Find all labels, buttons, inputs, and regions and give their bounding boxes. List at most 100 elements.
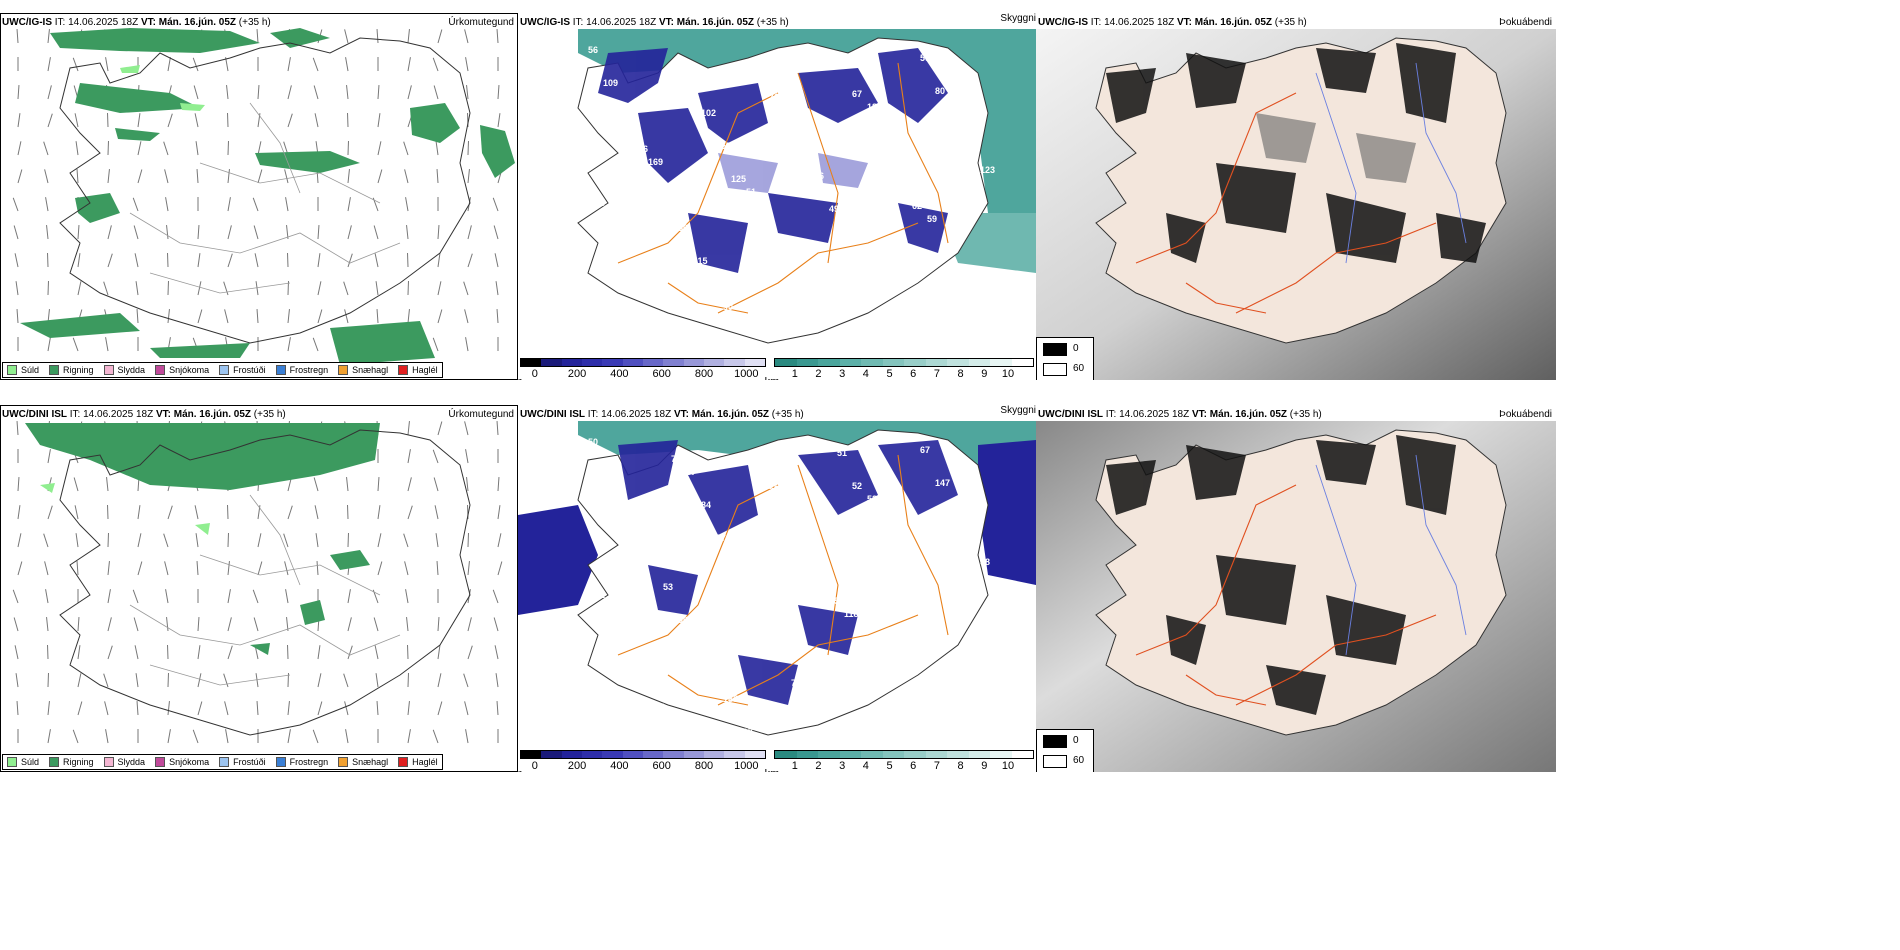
wind-barb: [77, 253, 81, 268]
colorbar-cell: [1011, 751, 1033, 758]
rain-areas: [20, 28, 515, 365]
colorbar-cell: [775, 359, 797, 366]
wind-barb: [44, 169, 49, 184]
wind-barb: [377, 113, 381, 128]
wind-barb: [345, 57, 349, 72]
wind-barb: [437, 673, 442, 688]
wind-barb: [47, 701, 50, 716]
panel-title-fog-bottom: Þokuábendi: [1499, 409, 1552, 420]
colorbar-unit: m: [518, 376, 523, 380]
colorbar-tick-label: 400: [610, 368, 629, 380]
colorbar-tick-label: 1000: [734, 760, 759, 772]
wind-barb: [432, 449, 439, 464]
legend-swatch: [49, 757, 60, 767]
wind-barb: [343, 673, 349, 688]
wind-barb: [463, 281, 469, 296]
wind-barb: [253, 617, 259, 632]
legend-swatch: [103, 365, 114, 375]
wind-barb: [105, 729, 109, 744]
wind-barb: [106, 477, 109, 492]
wind-barb: [256, 28, 259, 44]
wind-barb: [105, 57, 109, 72]
wind-barb: [492, 197, 499, 212]
colorbar-cell: [1011, 359, 1033, 366]
wind-barb: [227, 225, 232, 240]
wind-barb: [47, 29, 50, 44]
header-top-precip: UWC/IG-IS IT: 14.06.2025 18Z VT: Mán. 16…: [2, 17, 271, 28]
colorbar-cell: [663, 751, 684, 758]
wind-barb: [75, 533, 79, 548]
panel-title-cloud-top: Skyggni: [1000, 13, 1036, 24]
wind-barb: [167, 113, 173, 128]
wind-barb: [375, 673, 379, 688]
wind-barb: [43, 533, 49, 548]
cloud-base-value: 112: [633, 536, 648, 546]
wind-barb: [407, 29, 410, 44]
cloud-base-value: 67: [852, 89, 862, 99]
cloud-base-value: 129: [618, 111, 633, 121]
cloud-base-value: 62: [912, 201, 922, 211]
wind-barb: [107, 617, 112, 632]
legend-item: Rigning: [49, 757, 94, 767]
colorbar-cell: [703, 359, 725, 366]
wind-barb: [493, 225, 499, 240]
colorbar-tick-label: 10: [1001, 368, 1015, 380]
wind-barb: [13, 617, 19, 632]
wind-barb: [194, 113, 199, 128]
wind-barb: [407, 57, 411, 72]
colorbar-tick-label: 800: [694, 368, 714, 380]
colorbar-cell: [602, 751, 623, 758]
wind-barb: [497, 561, 503, 576]
wind-barb: [256, 308, 259, 324]
wind-barb: [436, 560, 439, 576]
wind-barb: [467, 617, 472, 632]
wind-barb: [193, 85, 199, 100]
wind-barb: [257, 533, 262, 548]
cloud-base-value: 121: [610, 623, 625, 633]
wind-barb: [344, 701, 349, 716]
wind-barb: [404, 561, 409, 576]
colorbar-cell: [990, 359, 1012, 366]
colorbar-cell: [744, 359, 765, 366]
wind-barb: [17, 533, 22, 548]
colorbar-cell: [882, 359, 904, 366]
wind-barb: [197, 673, 202, 688]
colorbar-tick-label: 0: [531, 368, 538, 380]
legend-label: Snæhagl: [352, 757, 389, 767]
cloud-base-value: 992: [610, 231, 625, 241]
wind-barb: [463, 673, 469, 688]
wind-barb: [376, 308, 379, 324]
wind-barb: [76, 168, 79, 184]
wind-barb: [72, 57, 79, 72]
wind-barb: [196, 560, 199, 576]
wind-barb: [16, 420, 19, 436]
wind-barb: [134, 645, 139, 660]
wind-barb: [287, 57, 291, 72]
cloud-base-value: 58: [882, 527, 892, 537]
wind-barb: [377, 533, 382, 548]
wind-barb: [224, 701, 229, 716]
colorbar-cell: [990, 751, 1012, 758]
cloud-base-value: 115: [965, 524, 980, 534]
legend-item: Slydda: [103, 365, 145, 375]
wind-barb: [17, 561, 23, 576]
wind-barb: [344, 309, 349, 324]
wind-barb: [14, 645, 19, 660]
colorbar-cell: [861, 359, 883, 366]
wind-barb: [12, 197, 19, 212]
wind-barb: [43, 141, 49, 156]
wind-barb: [197, 701, 203, 716]
wind-barb: [405, 589, 409, 604]
wind-barb: [347, 169, 350, 184]
colorbar-cell: [968, 751, 990, 758]
colorbar-tick-label: 9: [981, 760, 988, 772]
cloud-base-value: 123: [980, 165, 995, 175]
precip-map-top: [12, 28, 515, 365]
wind-barb: [252, 197, 259, 212]
cloud-base-value: 149: [625, 244, 640, 254]
legend-item: Frostúði: [219, 757, 266, 767]
cloud-base-value: 56: [588, 45, 598, 55]
cloud-base-value: 90: [723, 302, 733, 312]
wind-barb: [312, 57, 319, 72]
legend-label: Haglél: [412, 757, 438, 767]
